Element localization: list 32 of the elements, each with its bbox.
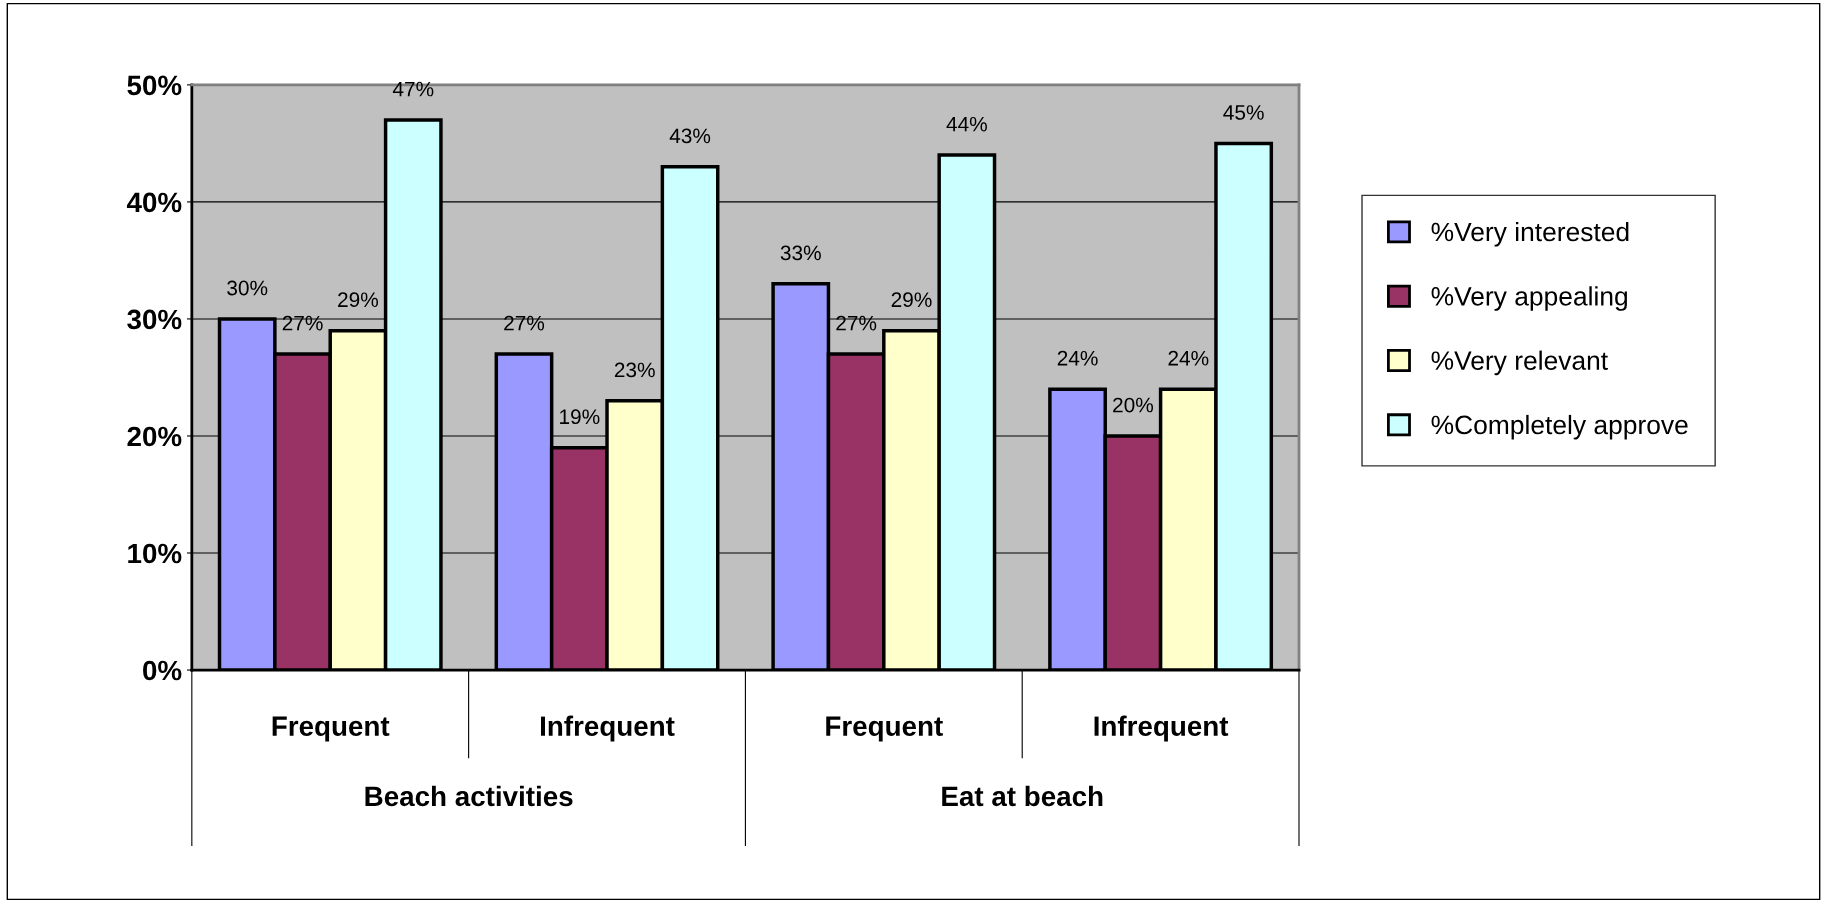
legend-label: %Very relevant	[1431, 350, 1608, 376]
text: Beach activities	[365, 785, 573, 807]
data-label: 23%	[614, 362, 655, 378]
data-label: 47%	[392, 81, 434, 97]
y-tick-label: 10%	[128, 543, 182, 564]
x-tick-label: Infrequent	[1094, 715, 1229, 742]
y-tick-label: 20%	[127, 426, 182, 447]
data-label: 20%	[1113, 397, 1154, 413]
data-label: 33%	[780, 245, 821, 261]
data-label: 27%	[282, 315, 323, 331]
legend-label: %Very appealing	[1431, 286, 1627, 311]
data-label: 27%	[836, 315, 877, 331]
data-label: 45%	[1223, 105, 1264, 120]
data-label: 44%	[946, 116, 987, 132]
legend-label: %Completely approve	[1431, 414, 1688, 440]
y-tick-label: 30%	[127, 309, 182, 330]
data-label: 24%	[1168, 350, 1209, 366]
data-label: 19%	[560, 409, 600, 425]
x-tick-label: Frequent	[826, 716, 943, 742]
text: Eat at beach	[942, 785, 1103, 807]
x-tick-label: Frequent	[272, 716, 390, 742]
x-tick-label: Infrequent	[540, 715, 675, 742]
data-label: 43%	[669, 128, 711, 144]
data-label: 29%	[891, 292, 932, 308]
data-label: 29%	[338, 292, 379, 308]
data-label: 27%	[504, 315, 545, 331]
y-tick-label: 40%	[126, 192, 182, 213]
y-tick-label: 0%	[143, 660, 182, 681]
data-label: 30%	[227, 280, 268, 296]
legend-label: %Very interested	[1431, 221, 1629, 247]
data-label: 24%	[1057, 350, 1098, 366]
y-tick-label: 50%	[127, 75, 182, 96]
